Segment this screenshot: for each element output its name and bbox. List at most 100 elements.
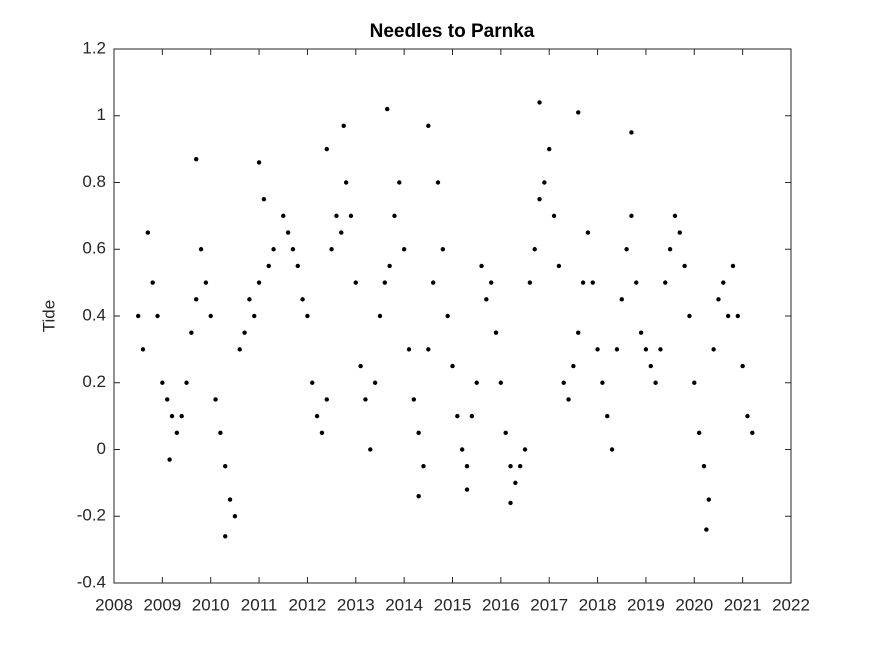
data-point <box>653 380 658 385</box>
data-point <box>237 347 242 352</box>
data-point <box>542 180 547 185</box>
data-point <box>634 280 639 285</box>
data-point <box>341 123 346 128</box>
data-point <box>140 347 146 352</box>
data-point <box>725 313 731 319</box>
data-point <box>663 280 668 285</box>
data-point <box>411 397 417 402</box>
data-point <box>648 363 653 369</box>
data-point <box>696 430 702 436</box>
data-point <box>385 106 390 112</box>
data-point <box>469 413 475 419</box>
data-point <box>416 494 421 499</box>
data-point <box>426 347 431 352</box>
data-point <box>464 487 470 492</box>
data-point <box>576 330 581 335</box>
data-point <box>667 247 673 252</box>
data-point <box>537 196 542 202</box>
data-point <box>368 447 373 452</box>
data-point <box>310 380 315 385</box>
x-tick-label: 2012 <box>289 595 327 614</box>
data-point <box>585 230 591 235</box>
data-point <box>614 347 620 352</box>
data-point <box>595 347 600 352</box>
data-point <box>527 280 533 285</box>
data-point <box>198 247 204 252</box>
data-point <box>387 263 392 269</box>
data-point <box>566 397 571 402</box>
data-point <box>266 263 271 269</box>
data-point <box>382 280 387 285</box>
data-point <box>232 514 238 519</box>
data-point <box>503 430 508 436</box>
data-point <box>532 247 537 252</box>
data-point <box>169 413 175 419</box>
data-point <box>629 130 634 135</box>
data-point <box>629 213 634 219</box>
y-tick-label: -0.2 <box>77 506 106 525</box>
data-point <box>160 380 165 385</box>
data-point <box>203 280 209 285</box>
x-tick-label: 2009 <box>143 595 181 614</box>
data-point <box>223 463 228 469</box>
data-point <box>213 397 218 402</box>
data-point <box>721 280 726 285</box>
data-point <box>704 527 709 532</box>
data-point <box>609 447 615 452</box>
data-point <box>711 347 716 352</box>
data-point <box>194 297 199 302</box>
data-point <box>716 297 721 302</box>
data-point <box>488 280 494 285</box>
data-point <box>750 430 755 436</box>
data-point <box>547 146 552 152</box>
x-tick-label: 2014 <box>385 595 423 614</box>
data-point <box>261 196 267 202</box>
data-point <box>730 263 736 269</box>
data-point <box>605 413 610 419</box>
data-point <box>372 380 378 385</box>
data-point <box>484 297 489 302</box>
data-point <box>508 463 513 469</box>
data-point <box>571 363 576 369</box>
data-point <box>329 247 334 252</box>
data-point <box>624 247 629 252</box>
data-point <box>256 280 262 285</box>
x-tick-label: 2013 <box>337 595 375 614</box>
data-point <box>324 397 329 402</box>
y-tick-label: 0 <box>97 439 106 458</box>
y-tick-label: -0.4 <box>77 572 106 591</box>
data-point <box>300 297 305 302</box>
y-tick-label: 1.2 <box>82 38 106 57</box>
data-point <box>324 146 329 152</box>
data-point <box>677 230 682 235</box>
x-tick-label: 2020 <box>675 595 713 614</box>
data-point <box>218 430 223 436</box>
data-point <box>184 380 189 385</box>
x-tick-label: 2021 <box>724 595 762 614</box>
data-point <box>406 347 412 352</box>
data-point <box>619 297 624 302</box>
data-point <box>247 297 252 302</box>
data-point <box>397 180 402 185</box>
data-point <box>692 380 697 385</box>
y-tick-label: 0.4 <box>82 305 106 324</box>
data-point <box>440 247 446 252</box>
data-point <box>740 363 745 369</box>
data-point <box>416 430 421 436</box>
data-point <box>498 380 504 385</box>
data-point <box>343 180 349 185</box>
data-point <box>208 313 213 319</box>
data-point <box>518 463 523 469</box>
x-tick-label: 2019 <box>627 595 665 614</box>
data-point <box>551 213 557 219</box>
data-point <box>493 330 499 335</box>
data-point <box>658 347 663 352</box>
data-point <box>735 313 741 319</box>
y-axis-label: Tide <box>39 300 58 332</box>
data-point <box>353 280 358 285</box>
data-point <box>392 213 397 219</box>
data-point <box>252 313 257 319</box>
data-point <box>290 247 296 252</box>
data-point <box>561 380 566 385</box>
